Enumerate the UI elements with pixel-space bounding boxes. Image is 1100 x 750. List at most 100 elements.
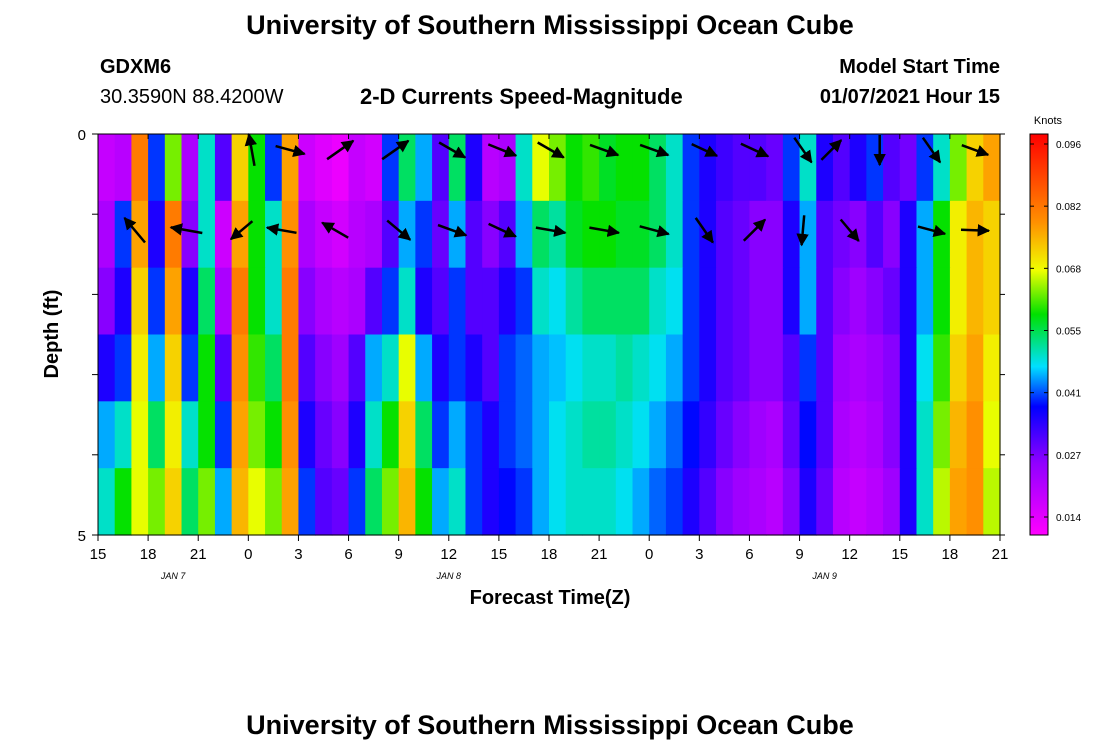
heat-cell xyxy=(632,468,650,536)
heat-cell xyxy=(231,468,249,536)
heat-cell xyxy=(933,200,951,269)
heat-cell xyxy=(181,267,199,336)
heat-cell xyxy=(749,200,767,269)
heat-cell xyxy=(983,401,1001,469)
heat-cell xyxy=(615,401,634,469)
colorbar-unit: Knots xyxy=(1034,115,1063,127)
heat-cell xyxy=(615,267,634,336)
heat-cell xyxy=(899,401,918,469)
heat-cell xyxy=(899,134,918,202)
heat-cell xyxy=(298,468,316,536)
y-axis-label: Depth (ft) xyxy=(41,290,63,379)
heat-cell xyxy=(482,334,500,402)
heat-cell xyxy=(966,267,984,336)
heat-cell xyxy=(849,468,867,536)
x-tick-label: 6 xyxy=(745,546,753,563)
colorbar-tick-label: 0.041 xyxy=(1056,389,1081,400)
heat-cell xyxy=(365,134,383,202)
current-arrow xyxy=(321,221,349,239)
current-arrow xyxy=(275,144,306,158)
heat-cell xyxy=(599,468,617,536)
heat-cell xyxy=(615,468,634,536)
heat-cell xyxy=(231,267,249,336)
heat-cell xyxy=(682,134,700,202)
heat-cell xyxy=(114,200,132,269)
heat-cell xyxy=(281,401,300,469)
heat-cell xyxy=(331,334,350,402)
heat-cell xyxy=(682,267,700,336)
heat-cell xyxy=(131,334,149,402)
heat-cell xyxy=(448,468,467,536)
heat-cell xyxy=(398,468,416,536)
heat-cell xyxy=(916,267,934,336)
current-arrow xyxy=(691,142,719,158)
x-tick-label: 21 xyxy=(190,546,207,563)
heat-cell xyxy=(114,134,132,202)
heat-cell xyxy=(148,134,166,202)
heat-cell xyxy=(248,200,266,269)
heat-cell xyxy=(732,334,751,402)
heat-cell xyxy=(381,200,400,269)
heat-cell xyxy=(983,267,1001,336)
heat-cell xyxy=(131,134,149,202)
x-tick-label: 9 xyxy=(795,546,803,563)
heat-cell xyxy=(482,468,500,536)
heat-cell xyxy=(665,468,684,536)
heat-cell xyxy=(899,267,918,336)
heat-cell xyxy=(515,468,533,536)
heat-cell xyxy=(448,401,467,469)
heat-cell xyxy=(766,200,784,269)
heat-cell xyxy=(682,200,700,269)
heat-cell xyxy=(415,334,433,402)
x-tick-label: 15 xyxy=(491,546,508,563)
heat-cell xyxy=(866,200,884,269)
heat-cell xyxy=(214,468,233,536)
x-tick-label: 15 xyxy=(90,546,107,563)
heat-cell xyxy=(398,267,416,336)
current-arrow xyxy=(381,139,410,161)
heat-cell xyxy=(782,468,801,536)
current-arrow xyxy=(326,139,355,161)
heat-cell xyxy=(315,468,333,536)
heat-cell xyxy=(482,134,500,202)
heat-cell xyxy=(532,401,550,469)
heat-cell xyxy=(298,334,316,402)
current-arrow xyxy=(438,141,467,159)
model-start-value: 01/07/2021 Hour 15 xyxy=(819,86,1000,108)
heat-cell xyxy=(532,267,550,336)
x-tick-label: 0 xyxy=(244,546,252,563)
heat-cell xyxy=(348,200,366,269)
current-arrow xyxy=(921,136,942,164)
heat-cell xyxy=(281,267,300,336)
heat-cell xyxy=(949,401,968,469)
x-tick-label: 0 xyxy=(645,546,653,563)
colorbar-tick-label: 0.014 xyxy=(1056,513,1081,524)
heat-cell xyxy=(114,334,132,402)
heat-cell xyxy=(331,401,350,469)
heat-cell xyxy=(766,468,784,536)
heat-cell xyxy=(164,468,183,536)
heat-cell xyxy=(716,334,734,402)
heat-cell xyxy=(816,134,834,202)
heat-cell xyxy=(181,134,199,202)
heat-cell xyxy=(315,200,333,269)
heat-cell xyxy=(933,334,951,402)
heat-cell xyxy=(983,200,1001,269)
current-arrow xyxy=(169,223,203,236)
heat-cell xyxy=(749,267,767,336)
heat-cell xyxy=(749,134,767,202)
heat-cell xyxy=(899,468,918,536)
heat-cell xyxy=(916,134,934,202)
heat-cell xyxy=(365,334,383,402)
current-arrow xyxy=(793,136,813,164)
x-tick-label: 3 xyxy=(294,546,302,563)
heat-cell xyxy=(515,401,533,469)
heat-cell xyxy=(799,267,817,336)
heat-cell xyxy=(214,401,233,469)
heat-cell xyxy=(465,401,483,469)
heat-cell xyxy=(315,334,333,402)
heat-cell xyxy=(198,468,216,536)
heat-cell xyxy=(632,401,650,469)
heat-cell xyxy=(432,267,450,336)
x-tick-label: 21 xyxy=(992,546,1009,563)
